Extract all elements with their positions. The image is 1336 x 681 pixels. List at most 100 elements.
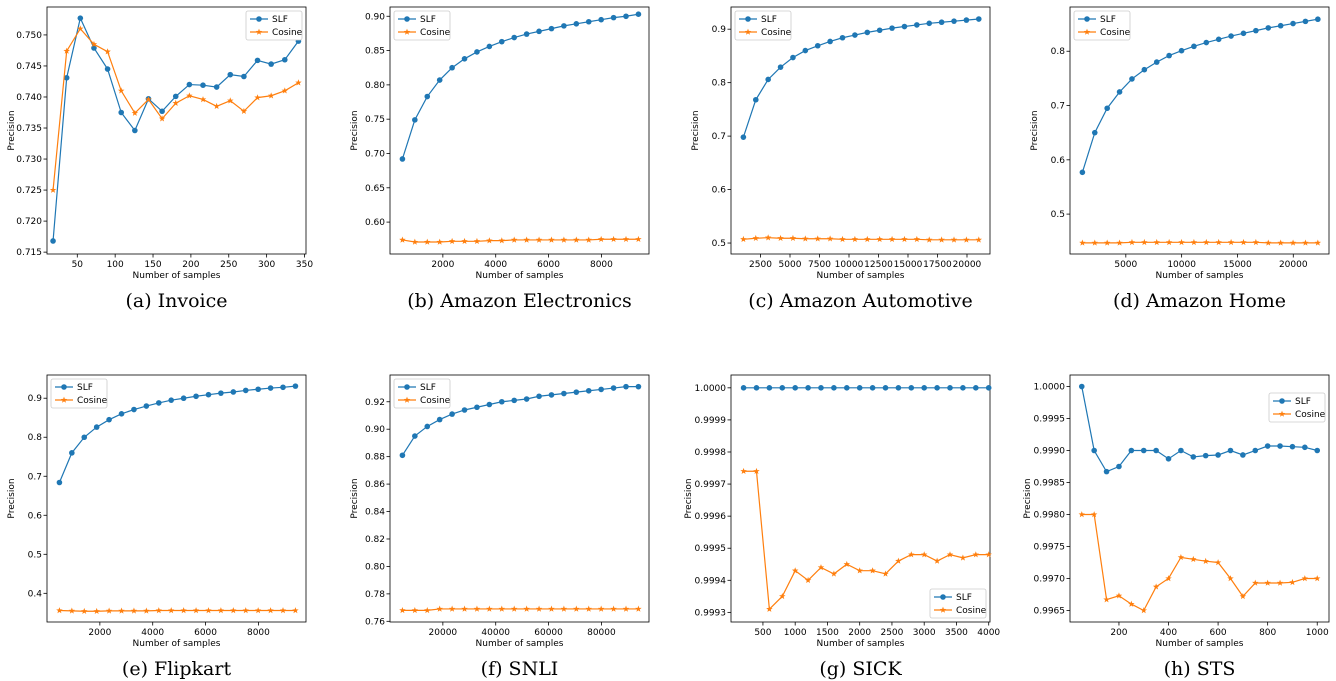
legend-label-cosine: Cosine xyxy=(420,396,451,406)
legend-marker-slf xyxy=(61,384,67,390)
y-axis-label: Precision xyxy=(350,478,360,518)
data-point-cosine xyxy=(145,96,152,103)
y-tick-label: 0.92 xyxy=(365,398,385,408)
x-tick-label: 2000 xyxy=(88,628,111,638)
data-point-cosine xyxy=(167,607,175,614)
x-tick-label: 3500 xyxy=(945,628,968,638)
y-tick-label: 0.7 xyxy=(1051,102,1065,112)
x-tick-label: 8000 xyxy=(247,628,270,638)
data-point-slf xyxy=(1277,443,1283,449)
data-point-cosine xyxy=(597,235,605,242)
legend-marker-slf xyxy=(1279,398,1285,404)
data-point-slf xyxy=(412,433,418,439)
data-point-cosine xyxy=(281,87,289,94)
data-point-slf xyxy=(790,54,796,61)
x-tick-label: 300 xyxy=(258,260,275,270)
chart-panel-1: 50 100 150 200 250 300 350 0.715 0.720 0.725 0.730… xyxy=(7,6,313,312)
x-tick-label: 17500 xyxy=(923,260,952,270)
legend-marker-slf xyxy=(745,16,751,22)
y-axis-label: Precision xyxy=(7,110,17,150)
y-tick-label: 0.9 xyxy=(28,394,43,404)
legend: SLF Cosine xyxy=(245,10,303,41)
y-tick-label: 0.735 xyxy=(16,124,42,134)
y-tick-label: 0.9994 xyxy=(695,576,727,586)
data-point-slf xyxy=(610,385,617,391)
y-tick-label: 0.60 xyxy=(365,218,385,228)
data-point-cosine xyxy=(1289,578,1296,586)
data-point-slf xyxy=(143,403,150,409)
y-tick-label: 0.715 xyxy=(16,248,42,258)
panel-caption: (d) Amazon Home xyxy=(1113,290,1286,312)
data-point-cosine xyxy=(548,605,555,612)
data-point-cosine xyxy=(975,236,983,243)
data-point-cosine xyxy=(1190,555,1197,563)
data-point-cosine xyxy=(90,40,98,47)
legend: SLF Cosine xyxy=(393,10,451,41)
data-point-slf xyxy=(1153,59,1160,65)
x-tick-label: 350 xyxy=(296,260,313,270)
legend-label-cosine: Cosine xyxy=(420,28,451,38)
data-point-slf xyxy=(449,411,455,417)
data-point-cosine xyxy=(411,606,419,614)
y-axis-label: Precision xyxy=(684,478,694,518)
data-point-cosine xyxy=(1203,238,1210,246)
data-point-slf xyxy=(412,117,418,123)
y-axis-label: Precision xyxy=(1030,110,1040,150)
data-point-cosine xyxy=(1301,575,1309,582)
data-point-slf xyxy=(623,383,629,390)
legend-label-slf: SLF xyxy=(1100,15,1116,25)
data-point-cosine xyxy=(1240,238,1247,246)
x-tick-label: 20000 xyxy=(953,260,982,270)
data-point-slf xyxy=(281,56,288,63)
y-axis-label: Precision xyxy=(7,478,17,518)
data-point-cosine xyxy=(68,607,76,614)
data-point-cosine xyxy=(963,236,970,243)
data-point-slf xyxy=(635,11,642,18)
data-point-cosine xyxy=(436,605,443,612)
data-point-cosine xyxy=(217,607,225,614)
legend-marker-cosine xyxy=(1083,28,1091,35)
data-point-cosine xyxy=(486,237,493,244)
data-point-cosine xyxy=(938,236,945,243)
data-point-cosine xyxy=(1103,239,1111,246)
y-tick-label: 0.80 xyxy=(365,562,385,572)
y-tick-label: 0.86 xyxy=(365,480,385,490)
data-point-cosine xyxy=(498,605,506,612)
data-point-slf xyxy=(1290,20,1296,27)
y-axis-label: Precision xyxy=(350,110,360,150)
panel-caption: (h) STS xyxy=(1164,658,1236,680)
data-point-cosine xyxy=(972,551,980,558)
data-point-slf xyxy=(230,389,237,395)
data-point-slf xyxy=(921,385,928,391)
data-point-slf xyxy=(118,109,125,116)
data-point-slf xyxy=(1302,444,1308,451)
legend-label-cosine: Cosine xyxy=(956,606,987,616)
data-point-slf xyxy=(498,38,505,45)
data-point-cosine xyxy=(254,94,261,101)
data-point-cosine xyxy=(830,570,838,577)
data-point-slf xyxy=(1215,36,1222,43)
data-point-slf xyxy=(292,383,299,389)
data-point-slf xyxy=(1116,89,1123,95)
data-point-cosine xyxy=(180,607,187,614)
data-point-slf xyxy=(399,156,406,162)
data-point-cosine xyxy=(1314,239,1322,246)
x-axis-label: Number of samples xyxy=(1156,639,1244,649)
chart-panel-5: 2000 4000 6000 8000 0.4 0.5 0.6 0.7 0.8 0.9 Number… xyxy=(7,374,307,680)
data-point-cosine xyxy=(876,235,883,243)
data-point-cosine xyxy=(240,107,248,115)
x-tick-label: 800 xyxy=(1259,628,1276,638)
data-point-slf xyxy=(1116,463,1122,470)
data-point-slf xyxy=(975,16,982,22)
data-point-cosine xyxy=(1177,553,1185,561)
data-point-cosine xyxy=(856,567,863,574)
data-point-slf xyxy=(424,93,431,100)
data-point-slf xyxy=(172,93,179,100)
y-tick-label: 0.9998 xyxy=(695,448,727,458)
data-point-slf xyxy=(1091,447,1097,454)
chart-panel-3: 2500 5000 7500 10000 12500 15000 17500 20000 0.5… xyxy=(691,6,991,312)
data-point-cosine xyxy=(535,236,543,243)
data-point-slf xyxy=(486,401,493,408)
data-point-cosine xyxy=(1090,511,1098,518)
y-tick-label: 0.9980 xyxy=(1034,510,1066,520)
